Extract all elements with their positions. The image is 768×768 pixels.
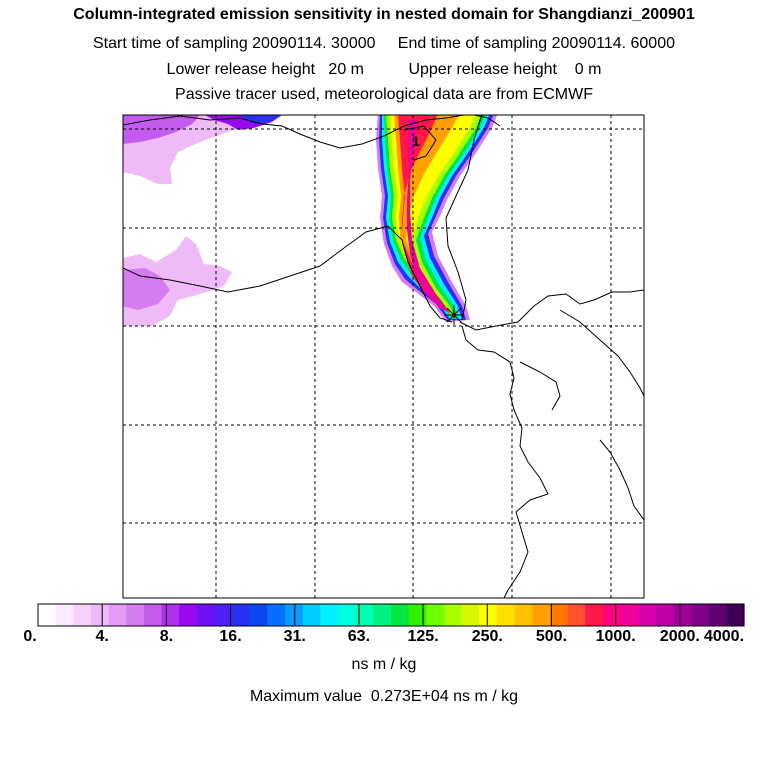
colorbar-tick-label: 0.	[23, 628, 37, 645]
colorbar-cell	[549, 604, 569, 626]
colorbar-cell	[249, 604, 269, 626]
receptor-marker	[444, 305, 464, 325]
colorbar-cell	[726, 604, 745, 626]
colorbar-cell	[302, 604, 321, 626]
colorbar-cell	[373, 604, 392, 626]
colorbar-cell	[285, 604, 304, 626]
colorbar-tick-label: 4000.	[703, 628, 745, 645]
colorbar-cell	[655, 604, 674, 626]
colorbar-cell	[161, 604, 180, 626]
colorbar-cell	[443, 604, 463, 626]
colorbar-cell	[408, 604, 427, 626]
colorbar-cell	[620, 604, 639, 626]
colorbar-cell	[391, 604, 410, 626]
lat-lon-grid	[123, 115, 644, 598]
colorbar-cell	[426, 604, 445, 626]
colorbar-cell	[143, 604, 163, 626]
colorbar-tick-label: 8.	[159, 628, 174, 645]
colorbar-cell	[514, 604, 533, 626]
colorbar-tick-label: 2000.	[659, 628, 700, 645]
colorbar-cell	[108, 604, 127, 626]
colorbar-cell	[126, 604, 145, 626]
colorbar-cell	[585, 604, 604, 626]
colorbar-tick-label: 125.	[407, 628, 439, 645]
release-height-line: Lower release height 20 m Upper release …	[166, 61, 602, 78]
colorbar-cell	[461, 604, 480, 626]
colorbar	[37, 603, 745, 627]
chart-title: Column-integrated emission sensitivity i…	[73, 6, 695, 23]
colorbar-cell	[496, 604, 516, 626]
colorbar-frame	[37, 603, 745, 627]
colorbar-tick-label: 31.	[283, 628, 306, 645]
map-frame	[122, 114, 645, 599]
colorbar-cell	[214, 604, 233, 626]
sampling-time-line: Start time of sampling 20090114. 30000 E…	[92, 35, 675, 52]
colorbar-cell	[196, 604, 216, 626]
colorbar-cell	[55, 604, 74, 626]
colorbar-cell	[38, 604, 57, 626]
colorbar-cell	[232, 604, 251, 626]
colorbar-cell	[267, 604, 286, 626]
colorbar-cell	[567, 604, 586, 626]
colorbar-cell	[179, 604, 198, 626]
colorbar-cell	[73, 604, 92, 626]
colorbar-cell	[338, 604, 357, 626]
tracer-info-line: Passive tracer used, meteorological data…	[175, 86, 593, 103]
colorbar-cell	[638, 604, 657, 626]
units-label: ns m / kg	[351, 656, 417, 673]
colorbar-tick-label: 250.	[471, 628, 503, 645]
colorbar-cell	[673, 604, 692, 626]
colorbar-cell	[355, 604, 374, 626]
colorbar-cell	[90, 604, 110, 626]
colorbar-tick-label: 500.	[535, 628, 568, 645]
receptor-label: 1	[412, 133, 420, 149]
colorbar-cell	[708, 604, 727, 626]
colorbar-cell	[691, 604, 710, 626]
plume-layer-9	[407, 120, 450, 313]
nw-patch-4	[240, 115, 282, 124]
colorbar-cell	[479, 604, 498, 626]
maximum-value-label: Maximum value 0.273E+04 ns m / kg	[249, 688, 519, 705]
borders	[123, 115, 644, 598]
colorbar-tick-label: 1000.	[595, 628, 636, 645]
colorbar-tick-label: 63.	[347, 628, 371, 645]
colorbar-tick-label: 16.	[219, 628, 242, 645]
colorbar-cell	[532, 604, 551, 626]
colorbar-cell	[320, 604, 339, 626]
colorbar-cell	[602, 604, 622, 626]
colorbar-tick-label: 4.	[95, 628, 109, 645]
